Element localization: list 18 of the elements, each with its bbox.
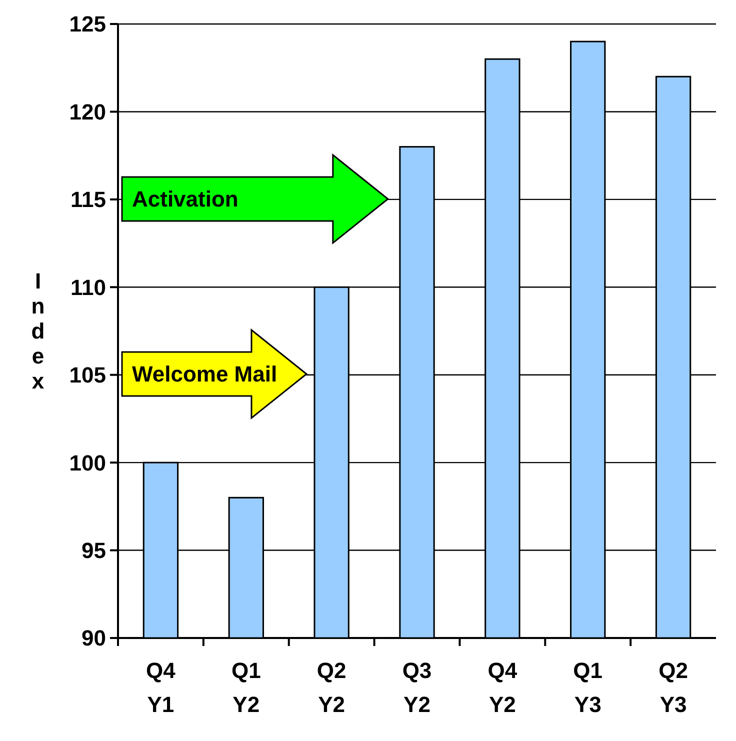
- x-tick-label: Q3 Y2: [402, 658, 432, 717]
- annotation: Activation: [132, 186, 238, 212]
- y-tick-label: 95: [82, 538, 106, 563]
- y-tick-label: 90: [82, 626, 106, 651]
- y-tick-label: 110: [70, 274, 106, 300]
- x-tick-label: Q1 Y2: [231, 658, 261, 717]
- y-tick-label: 105: [69, 362, 106, 388]
- x-tick-label: Q1 Y3: [573, 658, 603, 717]
- x-tick-label: Q4 Y2: [488, 658, 518, 717]
- x-tick-label: Q2 Y2: [316, 658, 346, 717]
- y-tick-label: 115: [70, 187, 106, 212]
- x-tick-label: Q2 Y3: [658, 658, 688, 717]
- annotation: Welcome Mail: [132, 362, 278, 387]
- y-tick-label: 120: [69, 99, 106, 124]
- y-tick-label: 125: [69, 12, 106, 37]
- y-tick-label: 100: [69, 450, 106, 476]
- x-tick-label: Q4 Y1: [146, 658, 176, 717]
- y-axis-title: Index: [26, 268, 50, 394]
